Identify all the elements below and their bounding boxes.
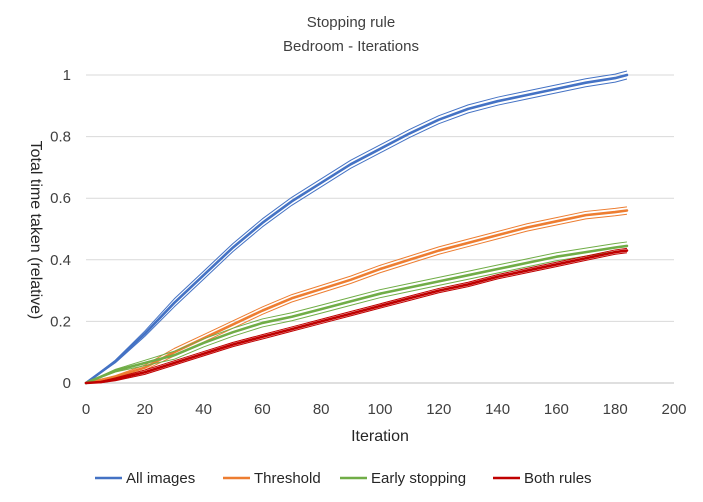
legend-label: Threshold: [254, 470, 321, 487]
y-tick-label: 0.4: [50, 252, 71, 269]
legend-label: Both rules: [524, 470, 592, 487]
legend-item: All images: [95, 470, 195, 487]
series-all-images: [84, 70, 629, 385]
x-tick-label: 100: [367, 401, 392, 418]
series-upper-bound-line: [85, 247, 628, 384]
series-lower-bound-line: [85, 252, 628, 384]
series-mean-line: [84, 209, 629, 385]
chart-subtitle: Bedroom - Iterations: [283, 38, 419, 55]
legend-label: All images: [126, 470, 195, 487]
series-upper-bound-line: [85, 241, 628, 384]
y-tick-label: 0.8: [50, 129, 71, 146]
x-tick-label: 20: [136, 401, 153, 418]
x-tick-label: 40: [195, 401, 212, 418]
series-mean-line: [84, 73, 629, 385]
series-lower-bound-line: [85, 249, 628, 384]
legend-label: Early stopping: [371, 470, 466, 487]
series-early-stopping: [84, 241, 629, 385]
x-tick-label: 180: [603, 401, 628, 418]
gridlines: [86, 74, 674, 384]
x-tick-label: 80: [313, 401, 330, 418]
x-tick-label: 200: [661, 401, 686, 418]
x-tick-label: 60: [254, 401, 271, 418]
series-upper-bound-line: [85, 206, 628, 384]
chart-title: Stopping rule: [307, 14, 395, 31]
x-tick-label: 120: [426, 401, 451, 418]
y-tick-label: 0: [63, 375, 71, 392]
legend-item: Both rules: [493, 470, 592, 487]
series-upper-bound-line: [85, 70, 628, 384]
series-lines: [84, 70, 629, 385]
x-axis-ticks: 0 20 40 60 80 100 120 140 160 180 200: [82, 401, 687, 418]
legend-item: Threshold: [223, 470, 321, 487]
legend-item: Early stopping: [340, 470, 466, 487]
y-axis-ticks: 0 0.2 0.4 0.6 0.8 1: [50, 67, 71, 392]
legend: All images Threshold Early stopping Both ru…: [95, 470, 592, 487]
series-mean-line: [84, 249, 629, 385]
x-tick-label: 140: [485, 401, 510, 418]
y-tick-label: 1: [63, 67, 71, 84]
x-tick-label: 0: [82, 401, 90, 418]
series-both-rules: [84, 247, 629, 385]
series-mean-line: [84, 244, 629, 385]
x-tick-label: 160: [544, 401, 569, 418]
y-tick-label: 0.6: [50, 190, 71, 207]
y-axis-label: Total time taken (relative): [27, 141, 44, 320]
x-axis-label: Iteration: [351, 428, 409, 445]
series-lower-bound-line: [85, 78, 628, 384]
y-tick-label: 0.2: [50, 313, 71, 330]
